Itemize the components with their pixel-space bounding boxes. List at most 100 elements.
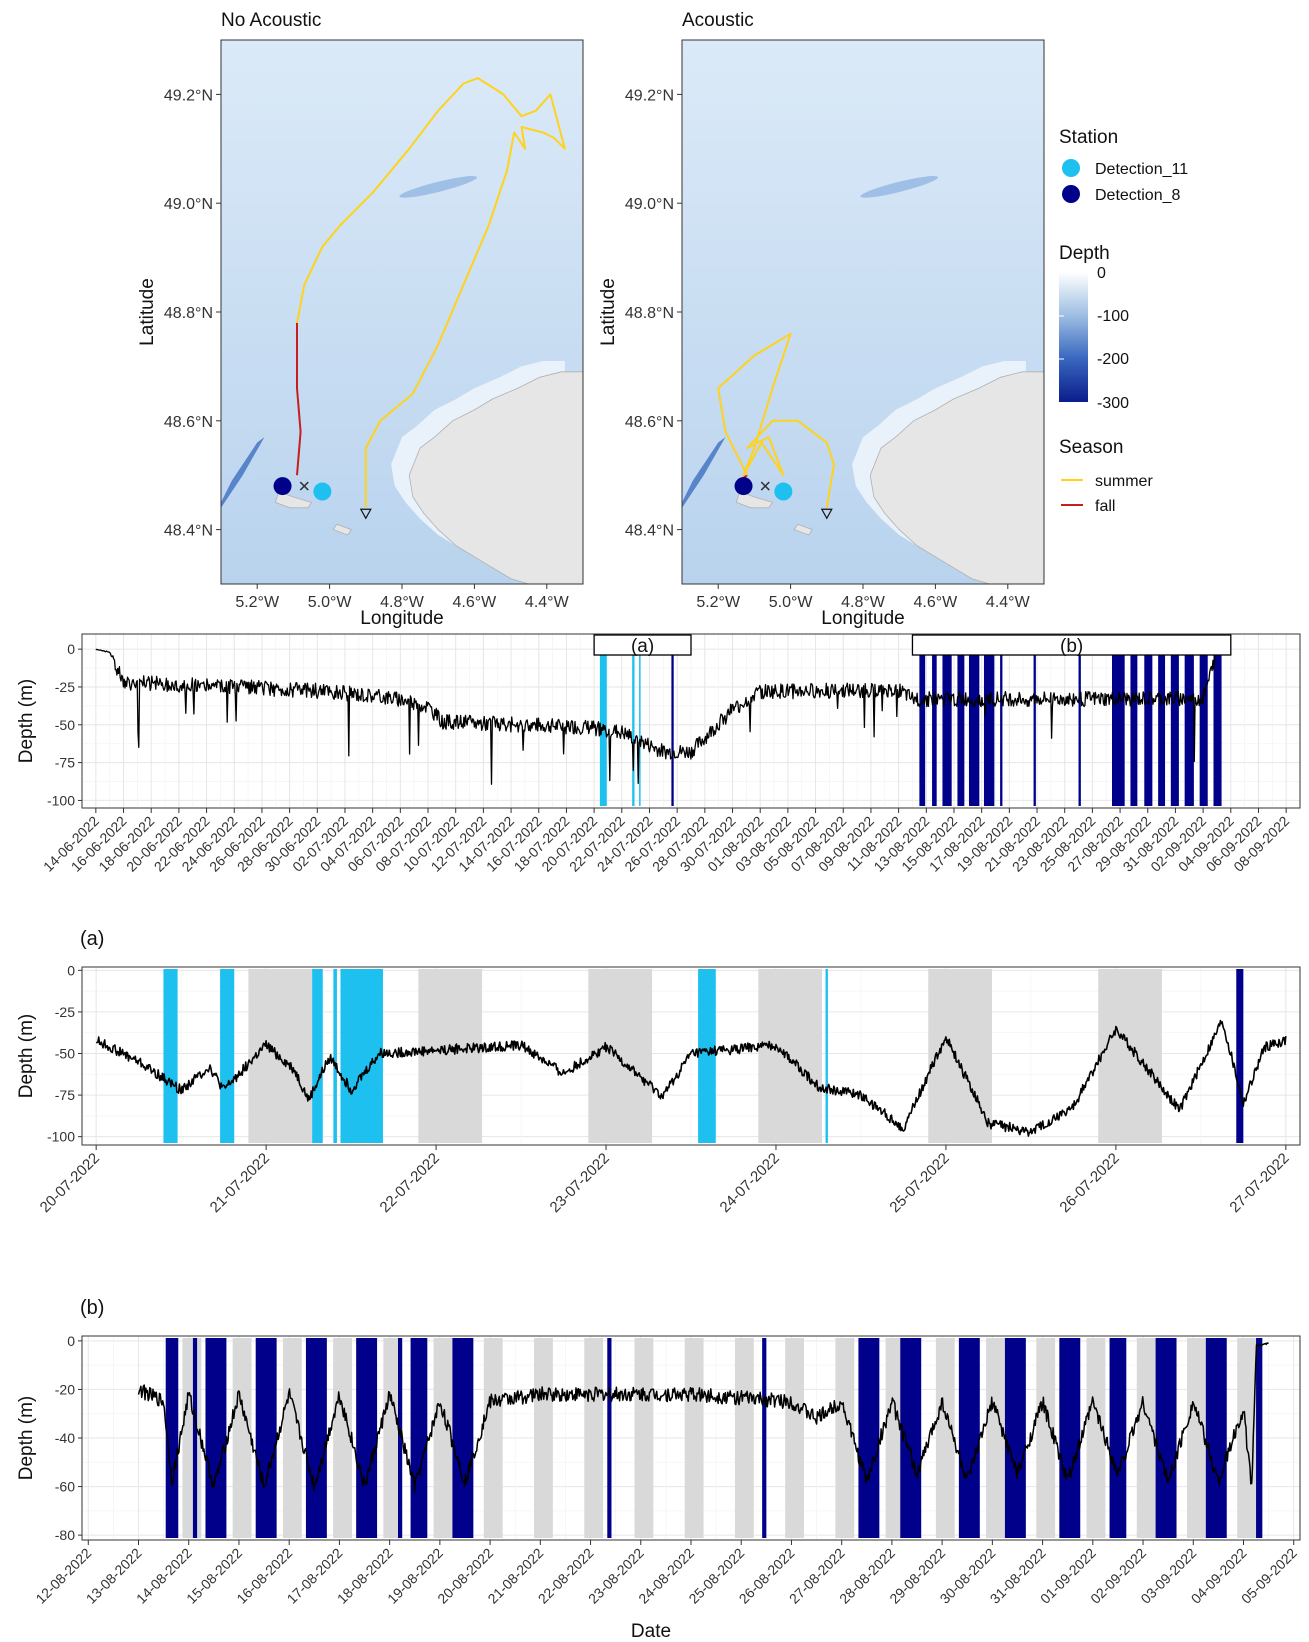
- release-marker: [760, 481, 770, 491]
- y-tick-label: 49.0°N: [164, 196, 213, 213]
- detection-8-band: [1130, 636, 1138, 806]
- night-band: [986, 1338, 1005, 1538]
- panel-label: (a): [80, 928, 104, 950]
- y-tick-label: 49.2°N: [625, 87, 674, 104]
- night-band: [928, 969, 992, 1143]
- x-axis-ticks: 5.2°W 5.0°W 4.8°W 4.6°W 4.4°W: [235, 584, 570, 611]
- night-band: [758, 969, 823, 1143]
- x-tick-label: 24-07-2022: [717, 1150, 783, 1216]
- plot-frame: [81, 633, 1301, 809]
- night-band: [182, 1338, 202, 1538]
- detection-8-band: [932, 636, 937, 806]
- x-tick-label: 23-07-2022: [547, 1150, 613, 1216]
- detection-11-band: [825, 969, 828, 1143]
- inset-box: [593, 634, 692, 656]
- detection-11-band: [639, 636, 641, 806]
- night-band: [835, 1338, 855, 1538]
- x-tick-label: 4.4°W: [525, 594, 570, 611]
- map-title: Acoustic: [682, 10, 754, 31]
- y-axis-ticks: 49.2°N 49.0°N 48.8°N 48.6°N 48.4°N: [625, 87, 682, 540]
- detection-8-band: [1213, 636, 1222, 806]
- y-tick-label: -60: [55, 1479, 75, 1495]
- y-tick-label: 49.2°N: [164, 87, 213, 104]
- detection-8-band: [1184, 636, 1194, 806]
- plot-frame: [81, 966, 1301, 1146]
- night-band: [935, 1338, 955, 1538]
- y-axis-label: Depth (m): [16, 1014, 37, 1098]
- map-features: [682, 176, 1044, 584]
- y-tick-label: -50: [55, 717, 75, 733]
- depth-colorbar: [1059, 272, 1088, 402]
- station-layer: [734, 477, 833, 520]
- track-summer: [717, 332, 835, 508]
- legend-fall-label: fall: [1095, 498, 1115, 515]
- detection-8-band: [398, 1338, 403, 1538]
- y-tick-label: 48.8°N: [164, 305, 213, 322]
- depth-scale-label-0: 0: [1097, 265, 1106, 282]
- y-tick-label: -80: [55, 1527, 75, 1543]
- detection-8-band: [671, 636, 674, 806]
- detection-8-band: [305, 1338, 327, 1538]
- night-band: [1098, 969, 1162, 1143]
- detection-8-band: [205, 1338, 227, 1538]
- y-tick-label: 48.4°N: [164, 523, 213, 540]
- detection-11-band: [599, 636, 607, 806]
- detection-8-band: [410, 1338, 428, 1538]
- y-tick-label: -50: [55, 1046, 75, 1062]
- x-tick-label: 5.2°W: [235, 594, 280, 611]
- y-tick-label: 0: [67, 1333, 75, 1349]
- y-tick-label: -20: [55, 1381, 75, 1397]
- detection-8-band: [255, 1338, 277, 1538]
- inset-label: (b): [1060, 636, 1083, 657]
- end-marker: [359, 508, 372, 520]
- y-tick-label: 49.0°N: [625, 196, 674, 213]
- y-tick-label: 48.6°N: [625, 414, 674, 431]
- depth-scale-label-300: -300: [1097, 395, 1129, 412]
- station-detection-8: [273, 477, 292, 496]
- detection-8-band: [192, 1338, 198, 1538]
- legend-summer-label: summer: [1095, 473, 1153, 490]
- detection-8-band: [968, 636, 980, 806]
- detection-8-band: [1155, 1338, 1177, 1538]
- night-band: [483, 1338, 503, 1538]
- detection-8-band: [942, 636, 952, 806]
- detection-8-band: [1004, 1338, 1026, 1538]
- x-tick-label: 4.6°W: [914, 594, 959, 611]
- detection-8-band: [356, 1338, 378, 1538]
- detection-8-band: [1059, 1338, 1081, 1538]
- night-band: [383, 1338, 403, 1538]
- legend-detection-8-label: Detection_8: [1095, 187, 1180, 204]
- night-band: [1036, 1338, 1056, 1538]
- station-detection-8: [734, 477, 753, 496]
- legend-detection-8-swatch: [1062, 185, 1080, 203]
- x-tick-label: 5.0°W: [308, 594, 353, 611]
- map-title: No Acoustic: [221, 10, 321, 31]
- y-axis-label: Depth (m): [16, 1396, 37, 1480]
- x-tick-label: 21-07-2022: [207, 1150, 273, 1216]
- detection-8-band: [1111, 636, 1125, 806]
- legend-detection-11-label: Detection_11: [1095, 161, 1188, 178]
- night-band: [282, 1338, 302, 1538]
- detection-8-band: [919, 636, 926, 806]
- detection-8-band: [958, 1338, 980, 1538]
- map-acoustic: Acoustic 5.2°W 5.0°W 4.8°W 4.6°W 4.4°W 49.2°…: [598, 10, 1045, 629]
- detection-8-band: [957, 636, 965, 806]
- y-tick-label: -100: [47, 792, 75, 808]
- detection-8-band: [1256, 1338, 1263, 1538]
- detection-8-band: [1170, 636, 1179, 806]
- x-tick-label: 4.4°W: [986, 594, 1031, 611]
- x-tick-label: 5.0°W: [769, 594, 814, 611]
- inset-box: [911, 634, 1232, 656]
- night-band: [232, 1338, 252, 1538]
- night-band: [1186, 1338, 1206, 1538]
- x-axis-ticks: 5.2°W 5.0°W 4.8°W 4.6°W 4.4°W: [696, 584, 1031, 611]
- y-axis-label: Latitude: [137, 278, 158, 346]
- detection-8-band: [858, 1338, 880, 1538]
- map-no-acoustic: No Acoustic 5.2°W 5.0°W 4.8°W 4.6°W 4.4°W 49…: [137, 10, 584, 629]
- x-tick-label: 26-07-2022: [1056, 1150, 1122, 1216]
- y-tick-label: 48.8°N: [625, 305, 674, 322]
- detection-8-band: [1205, 1338, 1227, 1538]
- release-marker: [299, 481, 309, 491]
